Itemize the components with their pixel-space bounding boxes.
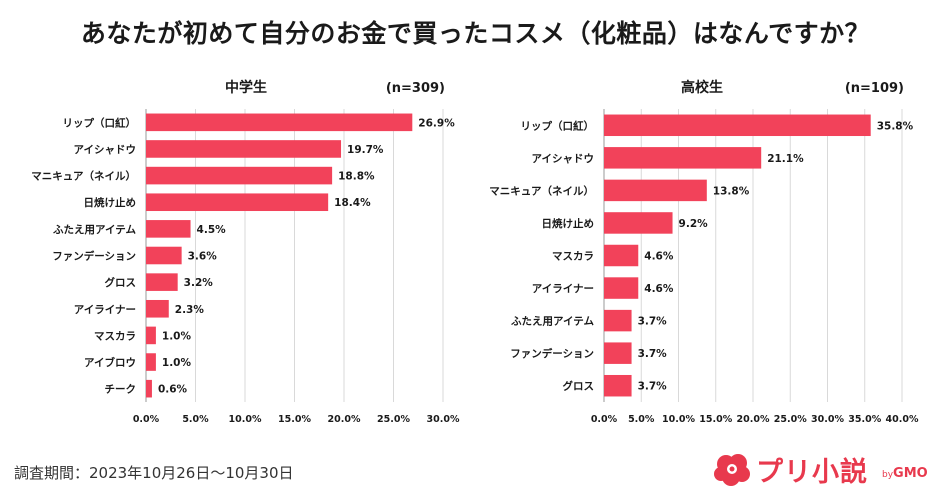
bar (146, 326, 156, 345)
bar (146, 379, 152, 398)
value-label: 1.0% (162, 330, 192, 342)
value-label: 21.1% (767, 153, 804, 165)
x-tick-label: 5.0% (182, 414, 209, 425)
value-label: 4.6% (644, 283, 674, 295)
bar (604, 179, 707, 202)
category-label: 日焼け止め (542, 217, 595, 230)
x-tick-label: 5.0% (628, 414, 655, 425)
logo-text: プリ小説 (756, 457, 868, 488)
bar (146, 140, 342, 158)
value-label: 3.6% (188, 251, 218, 263)
category-label: リップ（口紅） (63, 116, 137, 129)
x-tick-label: 25.0% (774, 414, 807, 425)
bar (604, 277, 639, 299)
page-title: あなたが初めて自分のお金で買ったコスメ（化粧品）はなんですか？ (80, 19, 871, 48)
category-label: マニキュア（ネイル） (31, 170, 136, 183)
x-tick-label: 35.0% (848, 414, 881, 425)
bar (146, 220, 191, 238)
bar (146, 166, 333, 185)
category-label: グロス (105, 276, 137, 289)
bar (146, 273, 178, 291)
value-label: 19.7% (347, 144, 384, 156)
value-label: 9.2% (679, 218, 709, 230)
chart-high-school: 高校生 (n=109) 0.0% 5.0% 10.0% 15.0% 20.0% 25.0% 30… (482, 70, 944, 440)
category-label: リップ（口紅） (521, 119, 595, 132)
x-tick-label: 0.0% (133, 414, 160, 425)
value-label: 3.7% (638, 381, 668, 393)
bar (604, 342, 632, 364)
category-label: アイシャドウ (74, 144, 136, 156)
value-label: 18.4% (334, 197, 371, 209)
value-label: 3.7% (638, 316, 668, 328)
bar (604, 212, 673, 234)
x-tick-label: 10.0% (229, 414, 262, 425)
logo-brand: GMO (893, 466, 928, 481)
category-label: アイライナー (532, 283, 594, 295)
bar (146, 299, 169, 318)
chart-junior-high: 中学生 (n=309) 0.0% 5.0% 10.0% 15.0% 20.0% 25.0% 30… (10, 70, 470, 440)
value-label: 2.3% (175, 304, 205, 316)
bar (604, 309, 632, 332)
bar (146, 246, 182, 265)
category-label: マスカラ (94, 330, 136, 342)
category-label: アイライナー (74, 304, 136, 316)
category-label: ふたえ用アイテム (511, 316, 594, 328)
x-tick-label: 30.0% (811, 414, 844, 425)
bar (604, 114, 871, 137)
category-label: 日焼け止め (84, 196, 137, 209)
category-label: グロス (563, 380, 595, 393)
bar (604, 147, 762, 169)
value-label: 3.2% (184, 277, 214, 289)
value-label: 4.6% (644, 251, 674, 263)
x-tick-label: 10.0% (662, 414, 695, 425)
value-label: 0.6% (158, 384, 188, 396)
category-label: アイブロウ (84, 356, 136, 369)
brand-logo: プリ小説 byGMO (712, 448, 942, 492)
x-tick-label: 20.0% (737, 414, 770, 425)
survey-period: 調査期間：2023年10月26日～10月30日 (14, 464, 294, 482)
value-label: 3.7% (638, 348, 668, 360)
x-tick-label: 30.0% (427, 414, 460, 425)
value-label: 18.8% (338, 171, 375, 183)
value-label: 4.5% (197, 224, 227, 236)
bar (604, 244, 639, 267)
x-tick-label: 0.0% (591, 414, 618, 425)
x-tick-label: 40.0% (886, 414, 919, 425)
logo-by-prefix: by (882, 470, 894, 480)
x-tick-label: 20.0% (328, 414, 361, 425)
category-label: アイシャドウ (532, 153, 594, 165)
sample-size: (n=309) (386, 81, 445, 96)
x-tick-label: 25.0% (377, 414, 410, 425)
value-label: 26.9% (418, 117, 455, 129)
bar (146, 193, 329, 212)
chart-title: 高校生 (681, 79, 723, 96)
chart-title: 中学生 (225, 79, 267, 96)
value-label: 13.8% (713, 185, 750, 197)
cloud-blossom-icon (714, 454, 750, 486)
logo-by-gmo: byGMO (882, 466, 928, 481)
bar (146, 353, 156, 371)
x-tick-label: 15.0% (278, 414, 311, 425)
category-label: ファンデーション (52, 250, 136, 263)
chart-high-school-svg: 高校生 (n=109) 0.0% 5.0% 10.0% 15.0% 20.0% 25.0% 30… (489, 79, 919, 425)
value-label: 35.8% (877, 120, 914, 132)
x-tick-label: 15.0% (699, 414, 732, 425)
bar (146, 113, 413, 132)
category-label: チーク (105, 384, 137, 396)
bar (604, 374, 632, 397)
chart-junior-high-svg: 中学生 (n=309) 0.0% 5.0% 10.0% 15.0% 20.0% 25.0% 30… (31, 79, 460, 425)
sample-size: (n=109) (845, 81, 904, 96)
category-label: ファンデーション (510, 347, 594, 360)
category-label: マスカラ (552, 251, 594, 263)
category-label: マニキュア（ネイル） (489, 184, 594, 197)
category-label: ふたえ用アイテム (53, 224, 136, 236)
value-label: 1.0% (162, 357, 192, 369)
